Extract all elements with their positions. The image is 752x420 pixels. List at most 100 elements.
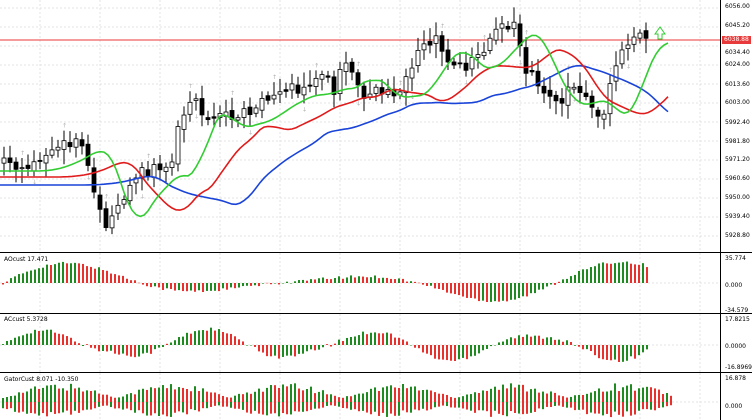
histogram-bar bbox=[462, 396, 464, 402]
candle-body bbox=[547, 89, 553, 97]
histogram-bar bbox=[570, 396, 572, 402]
histogram-bar bbox=[206, 330, 208, 345]
histogram-bar bbox=[306, 389, 308, 402]
histogram-bar bbox=[146, 283, 148, 287]
histogram-bar bbox=[490, 402, 492, 417]
fractal-icon: ↑ bbox=[188, 83, 193, 90]
histogram-bar bbox=[662, 402, 664, 408]
histogram-bar bbox=[506, 339, 508, 345]
histogram-bar bbox=[486, 345, 488, 349]
histogram-bar bbox=[294, 383, 296, 402]
price-chart[interactable]: ↑↓↑↓↑ ↓↑↑↓↑↓↑↓↑ ↑↓↑↓↑↓↑↓↑↑↓↑↓ bbox=[0, 0, 720, 252]
histogram-bar bbox=[74, 262, 76, 283]
histogram-bar bbox=[458, 345, 460, 360]
histogram-bar bbox=[34, 269, 36, 283]
histogram-bar bbox=[482, 402, 484, 411]
histogram-bar bbox=[434, 402, 436, 408]
histogram-bar bbox=[342, 278, 344, 283]
histogram-bar bbox=[126, 345, 128, 356]
price-axis[interactable]: 6038.88 6056.00 6045.20 6034.40 6024.00 … bbox=[720, 0, 752, 420]
pane-separator[interactable] bbox=[0, 372, 752, 373]
histogram-bar bbox=[518, 384, 520, 402]
candle-body bbox=[367, 93, 373, 98]
histogram-bar bbox=[202, 330, 204, 345]
histogram-bar bbox=[498, 342, 500, 345]
histogram-bar bbox=[170, 402, 172, 417]
histogram-bar bbox=[526, 334, 528, 345]
pane-separator[interactable] bbox=[0, 252, 752, 253]
candle-body bbox=[619, 49, 625, 65]
histogram-bar bbox=[370, 402, 372, 415]
candle-body bbox=[25, 164, 31, 169]
histogram-bar bbox=[262, 391, 264, 402]
gator-indicator-pane[interactable] bbox=[0, 373, 720, 420]
histogram-bar bbox=[406, 341, 408, 345]
histogram-bar bbox=[318, 391, 320, 402]
histogram-bar bbox=[378, 278, 380, 283]
histogram-bar bbox=[278, 345, 280, 359]
histogram-bar bbox=[74, 402, 76, 411]
histogram-bar bbox=[598, 345, 600, 359]
histogram-bar bbox=[322, 402, 324, 408]
gator-axis-label: 16.878 bbox=[725, 375, 746, 382]
histogram-bar bbox=[394, 337, 396, 345]
histogram-bar bbox=[318, 278, 320, 283]
histogram-bar bbox=[262, 402, 264, 415]
candle-body bbox=[565, 86, 571, 106]
histogram-bar bbox=[210, 283, 212, 291]
histogram-bar bbox=[98, 402, 100, 407]
histogram-bar bbox=[618, 402, 620, 415]
ac-axis-label: 17.8215 bbox=[725, 316, 750, 323]
histogram-bar bbox=[150, 345, 152, 354]
alligator-lips-line bbox=[0, 34, 669, 218]
histogram-bar bbox=[318, 345, 320, 350]
candle-body bbox=[349, 61, 355, 73]
histogram-bar bbox=[442, 393, 444, 402]
histogram-bar bbox=[578, 402, 580, 410]
histogram-bar bbox=[550, 402, 552, 408]
histogram-bar bbox=[250, 283, 252, 286]
histogram-bar bbox=[626, 385, 628, 402]
histogram-bar bbox=[478, 402, 480, 411]
candle-body bbox=[13, 161, 19, 170]
ac-indicator-pane[interactable] bbox=[0, 314, 720, 372]
histogram-bar bbox=[362, 402, 364, 411]
histogram-bar bbox=[238, 339, 240, 345]
histogram-bar bbox=[210, 327, 212, 345]
price-axis-label: 6003.00 bbox=[725, 99, 750, 106]
histogram-bar bbox=[634, 264, 636, 283]
price-chart-pane[interactable]: ↑ ↓ ↑ ↓ ↑ ↓ ↑ ↑ ↓ ↑ ↓ ↑ ↓ ↑ ↑ ↓ ↑ ↓ ↑ ↓ ↑ ↓ ↑ ↑ ↓ ↑ ↓ bbox=[0, 0, 720, 252]
candle-body bbox=[535, 70, 541, 87]
pane-separator[interactable] bbox=[0, 313, 752, 314]
candle-body bbox=[559, 98, 565, 104]
histogram-bar bbox=[434, 392, 436, 402]
histogram-bar bbox=[482, 345, 484, 351]
histogram-bar bbox=[342, 402, 344, 409]
histogram-bar bbox=[142, 402, 144, 414]
histogram-bar bbox=[546, 337, 548, 345]
histogram-bar bbox=[346, 337, 348, 345]
histogram-bar bbox=[390, 278, 392, 283]
histogram-bar bbox=[670, 395, 672, 402]
ao-histogram-bars bbox=[2, 261, 648, 302]
histogram-bar bbox=[302, 402, 304, 412]
candle-body bbox=[121, 199, 127, 205]
ao-indicator-pane[interactable] bbox=[0, 253, 720, 313]
histogram-bar bbox=[2, 283, 4, 285]
histogram-bar bbox=[106, 345, 108, 352]
histogram-bar bbox=[398, 402, 400, 416]
histogram-bar bbox=[282, 283, 284, 284]
histogram-bar bbox=[166, 283, 168, 289]
histogram-bar bbox=[18, 336, 20, 345]
fractal-icon: ↑ bbox=[230, 90, 235, 97]
candlesticks: ↑↓↑↓↑ ↓↑↑↓↑↓↑↓↑ ↑↓↑↓↑↓↑↓↑↑↓↑↓ bbox=[1, 7, 649, 235]
histogram-bar bbox=[102, 345, 104, 351]
histogram-bar bbox=[6, 402, 8, 410]
histogram-bar bbox=[398, 278, 400, 283]
histogram-bar bbox=[658, 402, 660, 408]
histogram-bar bbox=[582, 402, 584, 410]
histogram-bar bbox=[670, 402, 672, 406]
histogram-bar bbox=[482, 283, 484, 301]
histogram-bar bbox=[378, 402, 380, 416]
ac-axis-label: -16.8969 bbox=[725, 364, 752, 371]
